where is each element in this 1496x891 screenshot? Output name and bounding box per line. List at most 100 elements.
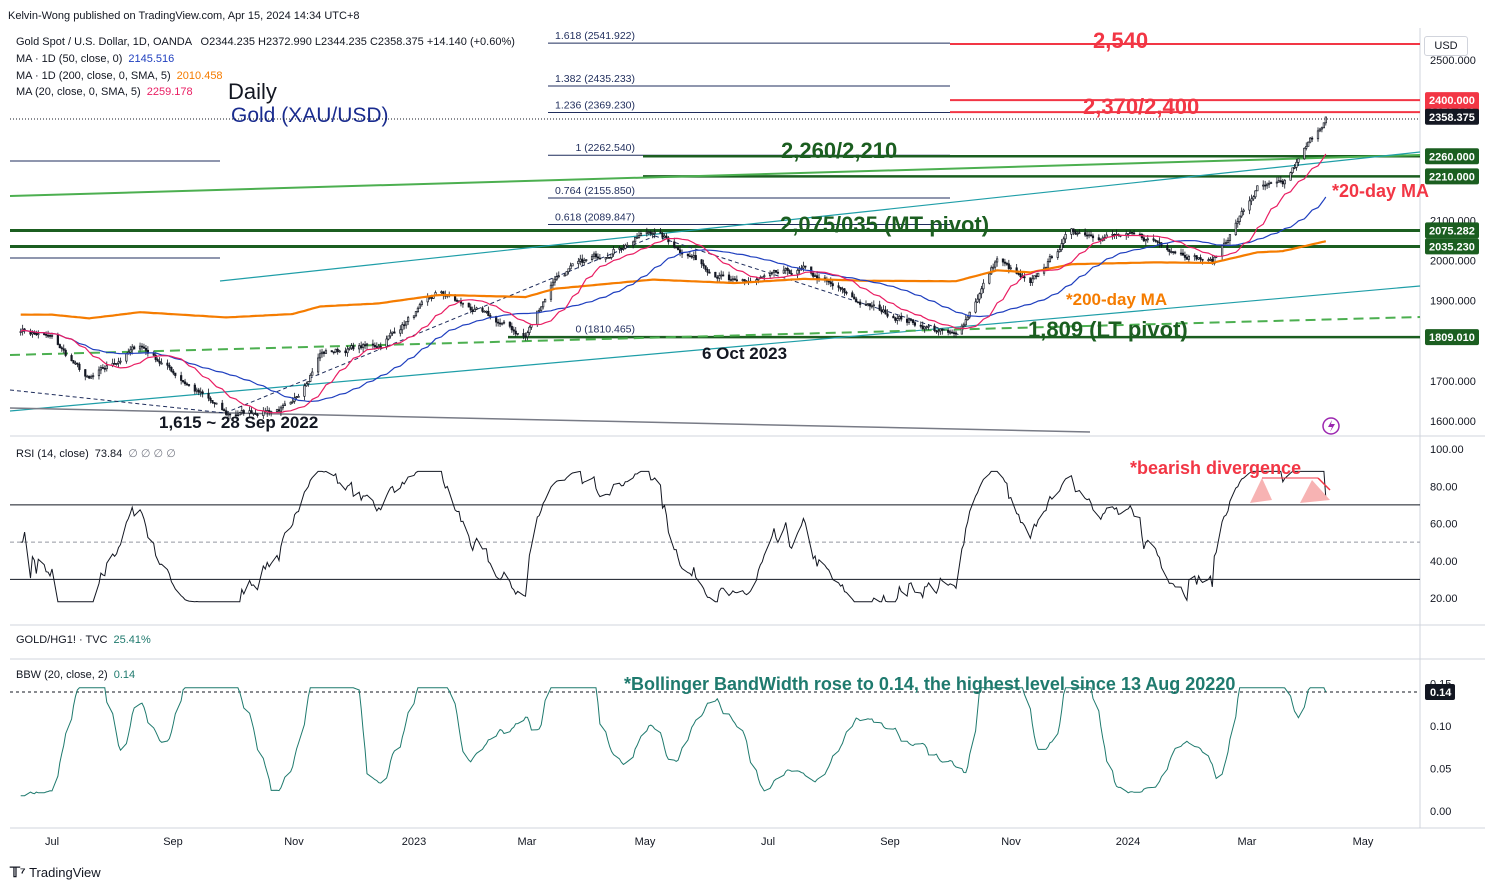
candle	[927, 324, 930, 331]
candle	[371, 339, 375, 349]
candle-body	[358, 345, 361, 350]
legend-bbw[interactable]: BBW (20, close, 2) 0.14	[16, 669, 135, 681]
candle-body	[839, 287, 842, 290]
candle-body	[1207, 259, 1210, 262]
candle-body	[612, 248, 615, 255]
price-tick-5: 1600.000	[1430, 416, 1476, 428]
price-tag: 2035.230	[1425, 238, 1479, 255]
candle-body	[843, 288, 846, 293]
candle	[565, 271, 568, 276]
candle	[817, 274, 821, 282]
candle	[1029, 277, 1032, 286]
candle	[526, 330, 529, 341]
candle	[346, 345, 349, 357]
candle-body	[283, 403, 286, 406]
candle	[348, 347, 351, 351]
candle	[91, 372, 95, 380]
candle-body	[1221, 245, 1224, 257]
candle-body	[1060, 243, 1063, 250]
currency-selector[interactable]: USD	[1424, 36, 1468, 56]
tradingview-logo[interactable]: 𝕋⁷ TradingView	[10, 864, 101, 881]
candle-body	[925, 326, 928, 329]
publisher-line: Kelvin-Wong published on TradingView.com…	[8, 10, 360, 22]
candle-body	[1209, 258, 1212, 261]
legend-ma50[interactable]: MA · 1D (50, close, 0) 2145.516	[16, 53, 174, 65]
symbol-name[interactable]: Gold Spot / U.S. Dollar, 1D, OANDA	[16, 36, 192, 48]
candle-body	[225, 410, 228, 415]
candle	[866, 303, 870, 307]
candle-body	[256, 414, 259, 416]
candle	[567, 268, 570, 275]
divergence-arrow	[1317, 477, 1331, 491]
candle-body	[952, 332, 956, 334]
candle-body	[1279, 180, 1282, 183]
legend-rsi[interactable]: RSI (14, close) 73.84 ∅ ∅ ∅ ∅	[16, 447, 176, 460]
legend-ma20[interactable]: MA (20, close, 0, SMA, 5) 2259.178	[16, 86, 193, 98]
candle-body	[1097, 237, 1100, 240]
candle	[1295, 158, 1298, 171]
candle-body	[152, 353, 155, 356]
candle-body	[1142, 237, 1145, 242]
candle	[1015, 263, 1018, 275]
candle	[103, 365, 106, 373]
candle-body	[620, 247, 623, 250]
candle	[1195, 255, 1198, 261]
candle-body	[939, 328, 942, 332]
candle-body	[483, 310, 486, 313]
candle	[387, 335, 390, 341]
candle-body	[105, 365, 108, 370]
candle	[980, 285, 983, 299]
candle-body	[1111, 234, 1114, 236]
candle	[645, 227, 648, 237]
candle-body	[197, 389, 200, 393]
candle	[379, 342, 382, 351]
candle	[201, 389, 204, 398]
candle	[362, 342, 365, 353]
candle	[1060, 239, 1063, 252]
candle	[324, 348, 328, 354]
candle-body	[1201, 258, 1204, 261]
legend-bbw-label: BBW (20, close, 2)	[16, 669, 108, 681]
candle-body	[416, 307, 420, 312]
candle	[481, 306, 484, 313]
candle-body	[1166, 245, 1169, 251]
candle-body	[500, 322, 504, 325]
candle-body	[1046, 261, 1050, 268]
candle-body	[585, 259, 588, 261]
candle	[1291, 167, 1294, 175]
candle	[543, 298, 547, 303]
candle	[99, 365, 103, 375]
price-tag: 2210.000	[1425, 168, 1479, 185]
candle	[606, 252, 609, 259]
price-tick-2: 2000.000	[1430, 256, 1476, 268]
candle-body	[113, 362, 116, 365]
candle-body	[1228, 234, 1232, 241]
candle	[375, 342, 378, 349]
candle	[1097, 234, 1100, 241]
candle	[221, 399, 224, 411]
candle	[363, 341, 367, 350]
legend-ratio-label: GOLD/HG1! · TVC	[16, 634, 108, 646]
candle-body	[1240, 211, 1243, 217]
price-tag-label: 2035.230	[1429, 241, 1475, 253]
candle-body	[1311, 137, 1314, 140]
candle	[407, 315, 410, 326]
candle	[581, 254, 584, 267]
candle-body	[845, 291, 848, 294]
candle-body	[158, 360, 161, 364]
candle-body	[1226, 240, 1230, 243]
candle	[894, 316, 897, 323]
candle	[612, 246, 615, 257]
legend-ma200[interactable]: MA · 1D (200, close, 0, SMA, 5) 2010.458	[16, 70, 223, 82]
candle-body	[978, 293, 981, 300]
candle-body	[567, 268, 570, 273]
legend-ratio[interactable]: GOLD/HG1! · TVC 25.41%	[16, 634, 151, 646]
bbw-line	[20, 687, 1327, 797]
candle	[1275, 177, 1279, 188]
candle-body	[305, 383, 308, 387]
price-tick-0: 2500.000	[1430, 55, 1476, 67]
green-trendline	[9, 154, 1421, 197]
candle-body	[974, 301, 977, 313]
candle-body	[941, 328, 944, 331]
